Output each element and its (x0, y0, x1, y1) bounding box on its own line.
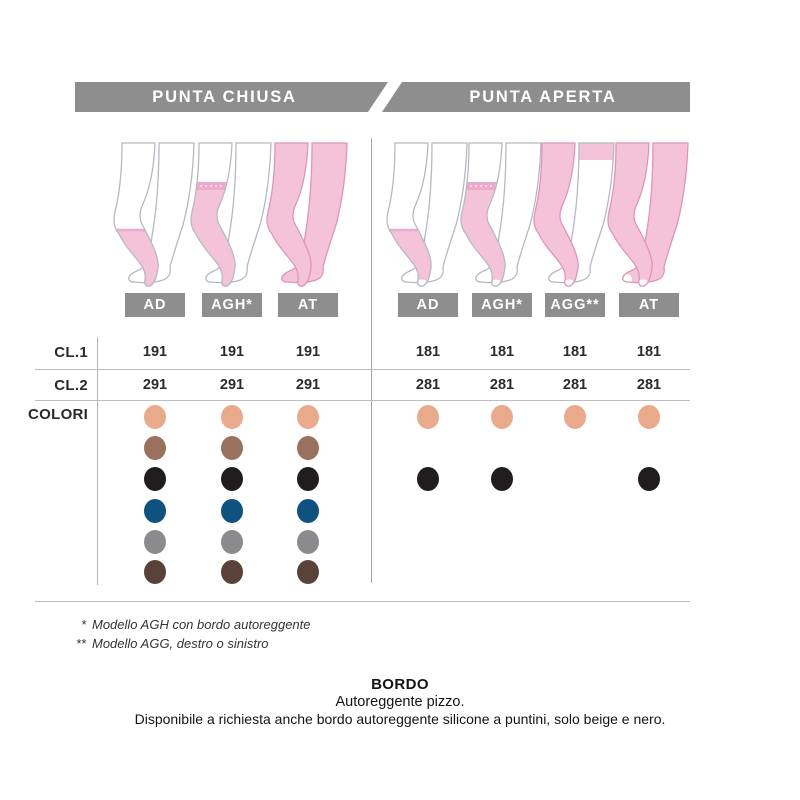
color-dot-blu (221, 499, 243, 523)
leg-illustration-tights-closed-toe (266, 140, 350, 290)
color-dot-marrone-scuro (221, 560, 243, 584)
color-dot-beige (417, 405, 439, 429)
footnote-marker: * (80, 617, 86, 632)
color-dot-nero (638, 467, 660, 491)
model-label-AD: AD (125, 293, 185, 317)
leg-illustration-knee_sock-closed-toe (113, 140, 197, 290)
color-dot-beige (564, 405, 586, 429)
colori-row-label: COLORI (28, 406, 89, 423)
punta-chiusa-label: PUNTA CHIUSA (152, 87, 297, 106)
row-label-divider-line (97, 337, 98, 585)
color-dot-marrone-scuro (297, 560, 319, 584)
color-dot-nero (144, 467, 166, 491)
leg-illustration-tights-open-toe (607, 140, 691, 290)
row-separator-line (35, 369, 690, 370)
model-label-AGH: AGH* (472, 293, 532, 317)
color-dot-grigio (144, 530, 166, 554)
model-label-AGG: AGG** (545, 293, 605, 317)
product-code-cl2: 281 (636, 377, 662, 393)
product-code-cl1: 181 (636, 344, 662, 360)
product-code-cl1: 191 (219, 344, 245, 360)
product-code-cl2: 281 (415, 377, 441, 393)
color-dot-grigio (221, 530, 243, 554)
model-label-AGH: AGH* (202, 293, 262, 317)
model-label-AT: AT (619, 293, 679, 317)
product-code-cl1: 191 (142, 344, 168, 360)
footnote-text: Modello AGG, destro o sinistro (92, 636, 269, 651)
cl2-row-label: CL.2 (54, 377, 88, 394)
table-bottom-line (35, 601, 690, 602)
footnote-text: Modello AGH con bordo autoreggente (92, 617, 311, 632)
product-code-cl1: 191 (295, 344, 321, 360)
footer-note: Disponibile a richiesta anche bordo auto… (134, 711, 666, 727)
color-dot-nero (297, 467, 319, 491)
footnote-agg: ** Modello AGG, destro o sinistro (58, 636, 269, 651)
footnote-marker: ** (75, 636, 86, 651)
product-code-cl1: 181 (415, 344, 441, 360)
model-label-AT: AT (278, 293, 338, 317)
color-dot-beige (638, 405, 660, 429)
punta-chiusa-header-bar: PUNTA CHIUSA (75, 82, 388, 112)
product-code-cl2: 281 (562, 377, 588, 393)
color-dot-beige (144, 405, 166, 429)
leg-illustration-single_leg-open-toe (533, 140, 617, 290)
product-code-cl1: 181 (562, 344, 588, 360)
color-dot-blu (144, 499, 166, 523)
color-dot-nero (417, 467, 439, 491)
color-dot-beige (221, 405, 243, 429)
color-dot-marrone-chiaro (144, 436, 166, 460)
leg-illustration-knee_sock-open-toe (386, 140, 470, 290)
punta-aperta-label: PUNTA APERTA (469, 87, 617, 106)
color-dot-marrone-scuro (144, 560, 166, 584)
product-code-cl2: 291 (219, 377, 245, 393)
color-dot-beige (297, 405, 319, 429)
product-code-cl2: 291 (295, 377, 321, 393)
footer-subtitle: Autoreggente pizzo. (335, 694, 465, 710)
group-divider-line (371, 138, 372, 583)
cl1-row-label: CL.1 (54, 344, 88, 361)
leg-illustration-thigh_high-closed-toe (190, 140, 274, 290)
color-dot-nero (221, 467, 243, 491)
color-dot-grigio (297, 530, 319, 554)
footnote-agh: * Modello AGH con bordo autoreggente (58, 617, 311, 632)
color-dot-marrone-chiaro (221, 436, 243, 460)
leg-illustration-thigh_high-open-toe (460, 140, 544, 290)
product-code-cl2: 281 (489, 377, 515, 393)
row-separator-line (35, 400, 690, 401)
color-dot-blu (297, 499, 319, 523)
product-code-cl2: 291 (142, 377, 168, 393)
model-label-AD: AD (398, 293, 458, 317)
color-dot-nero (491, 467, 513, 491)
color-dot-beige (491, 405, 513, 429)
product-code-cl1: 181 (489, 344, 515, 360)
color-dot-marrone-chiaro (297, 436, 319, 460)
footer-title: BORDO (371, 676, 429, 693)
punta-aperta-header-bar: PUNTA APERTA (382, 82, 690, 112)
